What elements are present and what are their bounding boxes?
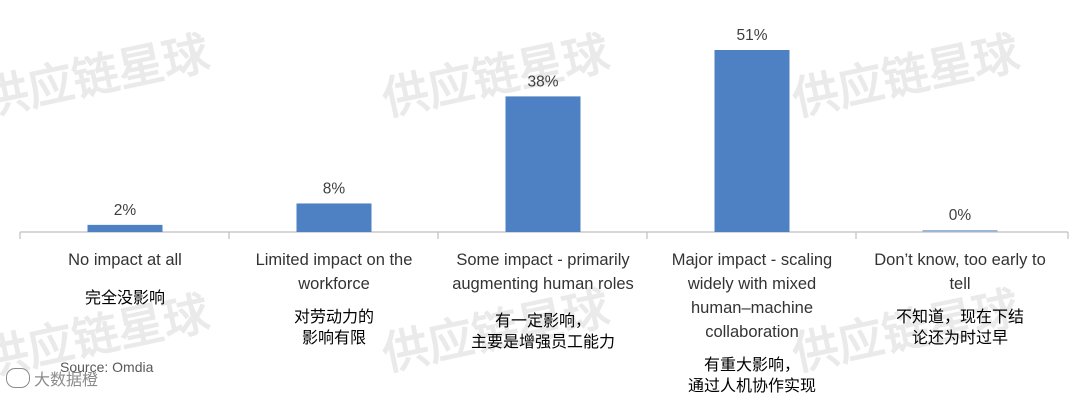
bar [714, 50, 790, 232]
category-label: Major impact - scaling widely with mixed… [671, 251, 833, 341]
data-label: 8% [323, 180, 346, 197]
category-label: Don’t know, too early to tell [874, 251, 1046, 293]
category-label-zh: 有重大影响， 通过人机协作实现 [687, 355, 816, 395]
data-label: 2% [114, 202, 137, 219]
category-label: Some impact - primarily augmenting human… [452, 251, 634, 293]
bar [87, 224, 163, 232]
category-label-zh: 有一定影响， 主要是增强员工能力 [470, 311, 615, 351]
logo-icon [6, 368, 30, 388]
bar [505, 96, 581, 233]
bar [922, 230, 998, 232]
data-label: 38% [527, 73, 558, 90]
data-label: 51% [736, 27, 767, 44]
category-label: No impact at all [68, 251, 182, 269]
data-label: 0% [949, 207, 972, 224]
category-label-zh: 完全没影响 [84, 288, 165, 307]
logo: 大数据橙 [6, 366, 98, 390]
bar [296, 203, 372, 232]
logo-text: 大数据橙 [34, 370, 99, 389]
category-label-zh: 对劳动力的 影响有限 [293, 307, 374, 347]
source-note: Source: Omdia [60, 359, 154, 375]
category-label-zh: 不知道，现在下结 论还为时过早 [895, 307, 1024, 347]
category-label: Limited impact on the workforce [255, 251, 413, 293]
